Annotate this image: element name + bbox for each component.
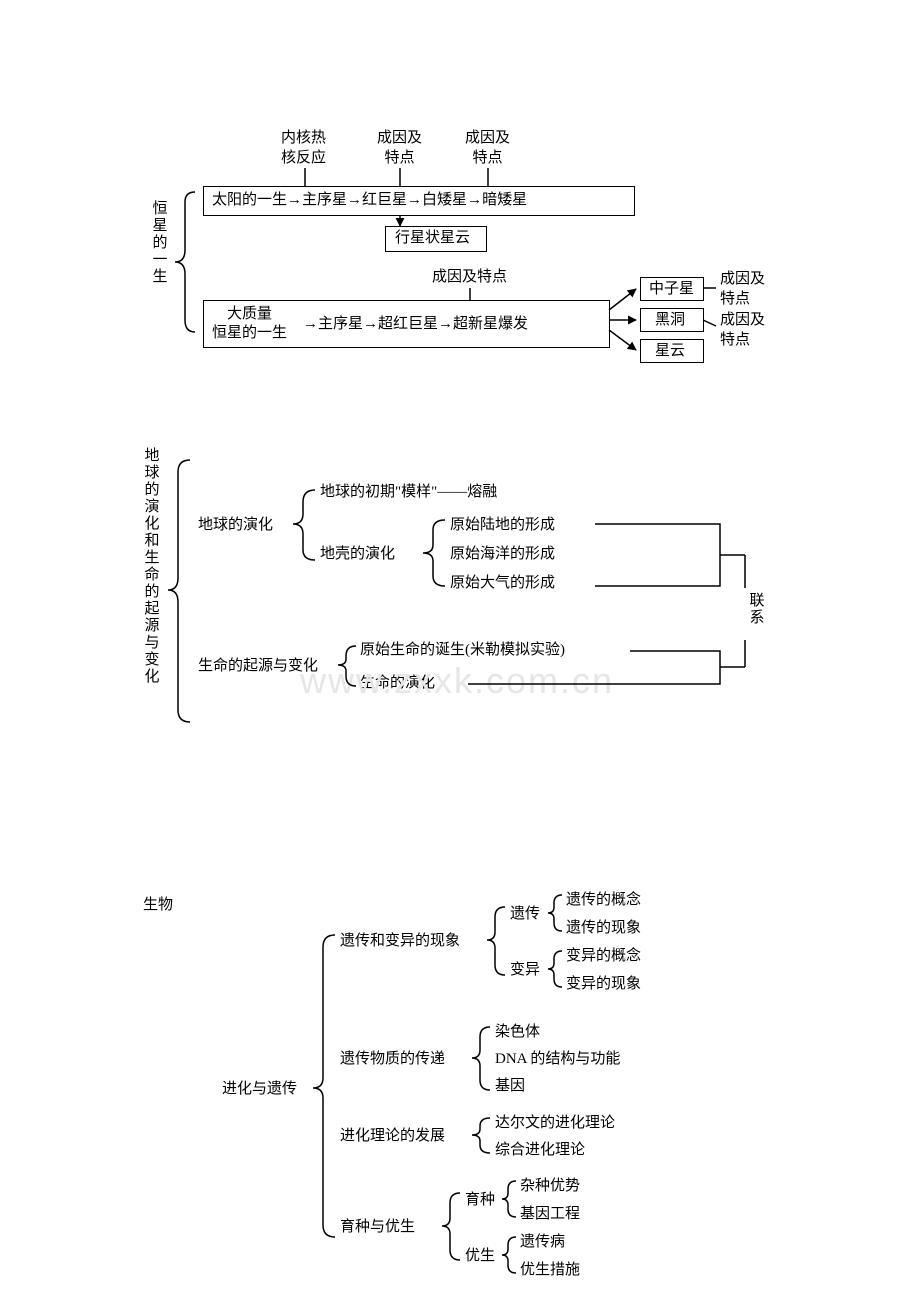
connection-label: 联系	[745, 592, 765, 626]
b4-breed: 育种	[465, 1191, 495, 1211]
sun-stage-0: 主序星	[302, 192, 347, 208]
b3-title: 进化理论的发展	[340, 1127, 445, 1147]
sun-stage-2: 白矮星	[422, 192, 467, 208]
b1-heredity: 遗传	[510, 905, 540, 925]
b4-title: 育种与优生	[340, 1218, 415, 1238]
massive-stages: →主序星→超红巨星→超新星爆发	[303, 315, 528, 335]
b4-eu-0: 遗传病	[520, 1233, 565, 1253]
life-item-0: 原始生命的诞生(米勒模拟实验)	[360, 641, 565, 661]
sun-stage-1: 红巨星	[362, 192, 407, 208]
b1-v-0: 变异的概念	[566, 947, 641, 967]
crust-title: 地壳的演化	[320, 545, 395, 565]
earth-evo-title: 地球的演化	[198, 516, 273, 536]
b2-0: 染色体	[495, 1023, 540, 1043]
b2-2: 基因	[495, 1077, 525, 1097]
massive-cause-label: 成因及特点	[432, 268, 507, 288]
bio-side-label: 生物	[143, 896, 173, 916]
outcome-note1: 成因及 特点	[720, 270, 765, 309]
b3-0: 达尔文的进化理论	[495, 1114, 615, 1134]
top-label-b: 成因及 特点	[377, 129, 422, 168]
b4-eu-1: 优生措施	[520, 1261, 580, 1281]
outcome-note2: 成因及 特点	[720, 311, 765, 350]
crust-item-1: 原始海洋的形成	[450, 545, 555, 565]
b1-h-1: 遗传的现象	[566, 919, 641, 939]
sun-life-text: 太阳的一生→主序星→红巨星→白矮星→暗矮星	[212, 191, 527, 211]
outcome-nebula: 星云	[655, 342, 685, 362]
top-label-c: 成因及 特点	[465, 129, 510, 168]
sun-prefix: 太阳的一生	[212, 192, 287, 208]
earth-side-label: 地球的演化和生命的起源与变化	[140, 447, 160, 685]
crust-item-0: 原始陆地的形成	[450, 516, 555, 536]
watermark: www.zxxk.com.cn	[300, 660, 614, 702]
b4-br-1: 基因工程	[520, 1205, 580, 1225]
massive-title2: 恒星的一生	[212, 324, 287, 344]
b4-br-0: 杂种优势	[520, 1177, 580, 1197]
sun-stage-3: 暗矮星	[482, 192, 527, 208]
massive-title1: 大质量	[227, 305, 272, 325]
b1-title: 遗传和变异的现象	[340, 932, 460, 952]
b2-1: DNA 的结构与功能	[495, 1050, 620, 1070]
top-label-a: 内核热 核反应	[281, 129, 326, 168]
b4-eug: 优生	[465, 1247, 495, 1267]
outcome-neutron: 中子星	[649, 280, 694, 300]
b3-1: 综合进化理论	[495, 1141, 585, 1161]
bio-root: 进化与遗传	[222, 1080, 297, 1100]
b1-v-1: 变异的现象	[566, 975, 641, 995]
b2-title: 遗传物质的传递	[340, 1050, 445, 1070]
b1-h-0: 遗传的概念	[566, 891, 641, 911]
outcome-blackhole: 黑洞	[655, 311, 685, 331]
b1-variation: 变异	[510, 961, 540, 981]
earth-initial: 地球的初期"模样"——熔融	[320, 483, 497, 503]
crust-item-2: 原始大气的形成	[450, 574, 555, 594]
nebula-text: 行星状星云	[395, 229, 470, 249]
stars-side-label: 恒星的一生	[148, 200, 168, 285]
